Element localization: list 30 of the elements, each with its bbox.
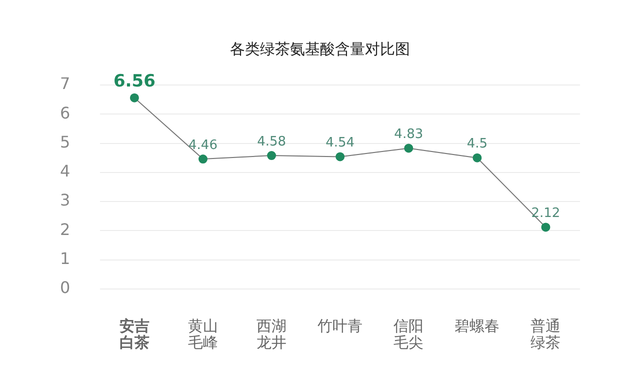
data-label: 2.12 — [531, 206, 560, 222]
data-label: 4.5 — [466, 136, 488, 152]
y-tick-label: 0 — [60, 278, 70, 298]
x-tick-label: 黄山毛峰 — [188, 317, 218, 352]
point — [198, 154, 208, 164]
point — [404, 144, 414, 153]
point — [336, 152, 345, 162]
point — [541, 222, 550, 232]
data-label: 4.54 — [326, 136, 355, 151]
y-tick-label: 6 — [60, 103, 70, 122]
x-tick-label: 安吉白茶 — [119, 317, 150, 352]
x-tick-label: 信阳毛尖 — [394, 317, 424, 352]
data-label: 4.83 — [394, 127, 424, 142]
data-label: 6.56 — [113, 72, 156, 92]
x-tick-label: 普通绿茶 — [530, 317, 561, 352]
point — [130, 93, 139, 102]
y-tick-label: 2 — [60, 220, 70, 239]
x-tick-label: 碧螺春 — [454, 317, 500, 336]
data-label: 4.58 — [257, 134, 286, 150]
y-tick-label: 1 — [60, 249, 70, 268]
y-tick-label: 4 — [60, 162, 70, 181]
point — [267, 151, 276, 160]
point — [472, 153, 482, 162]
data-label: 4.46 — [188, 138, 218, 153]
x-tick-label: 竹叶青 — [318, 317, 363, 336]
y-tick-label: 7 — [60, 74, 70, 94]
chart-title: 各类绿茶氨基酸含量对比图 — [229, 40, 411, 59]
y-tick-label: 3 — [60, 190, 70, 210]
x-tick-label: 西湖龙井 — [256, 317, 287, 352]
y-tick-label: 5 — [60, 132, 70, 152]
